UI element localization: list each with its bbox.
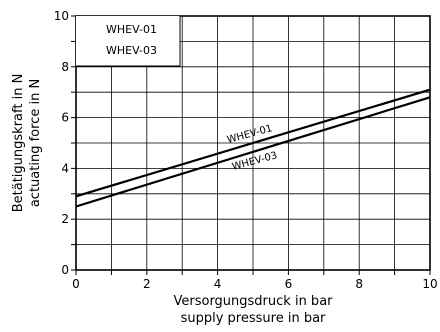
series-label-1: WHEV-01 <box>226 123 274 146</box>
series-line-2 <box>75 96 431 208</box>
series-group <box>75 88 431 208</box>
x-tick-label: 4 <box>214 277 222 291</box>
legend-box <box>76 16 180 66</box>
y-tick-label: 8 <box>61 60 69 74</box>
x-tick-label: 8 <box>355 277 363 291</box>
x-tick-label: 6 <box>285 277 293 291</box>
x-axis-label: Versorgungsdruck in bar <box>173 294 333 309</box>
x-tick-label: 0 <box>72 277 80 291</box>
y-tick-label: 10 <box>54 9 69 23</box>
y-tick-label: 6 <box>61 111 69 125</box>
y-tick-label: 4 <box>61 161 69 175</box>
y-axis-label-secondary: actuating force in N <box>28 79 43 207</box>
y-tick-label: 2 <box>61 212 69 226</box>
x-tick-label: 2 <box>143 277 151 291</box>
series-label-2: WHEV-03 <box>231 150 279 173</box>
series-line-1 <box>75 88 431 198</box>
x-tick-label: 10 <box>422 277 437 291</box>
y-axis-label: Betätigungskraft in N <box>11 74 26 213</box>
y-tick-label: 0 <box>61 263 69 277</box>
x-axis-label-secondary: supply pressure in bar <box>181 311 326 326</box>
legend-entry-2: WHEV-03 <box>106 44 157 57</box>
legend-entry-1: WHEV-01 <box>106 23 157 36</box>
tick-group: 0 2 4 6 8 10 0 2 4 6 8 10 <box>54 9 438 291</box>
